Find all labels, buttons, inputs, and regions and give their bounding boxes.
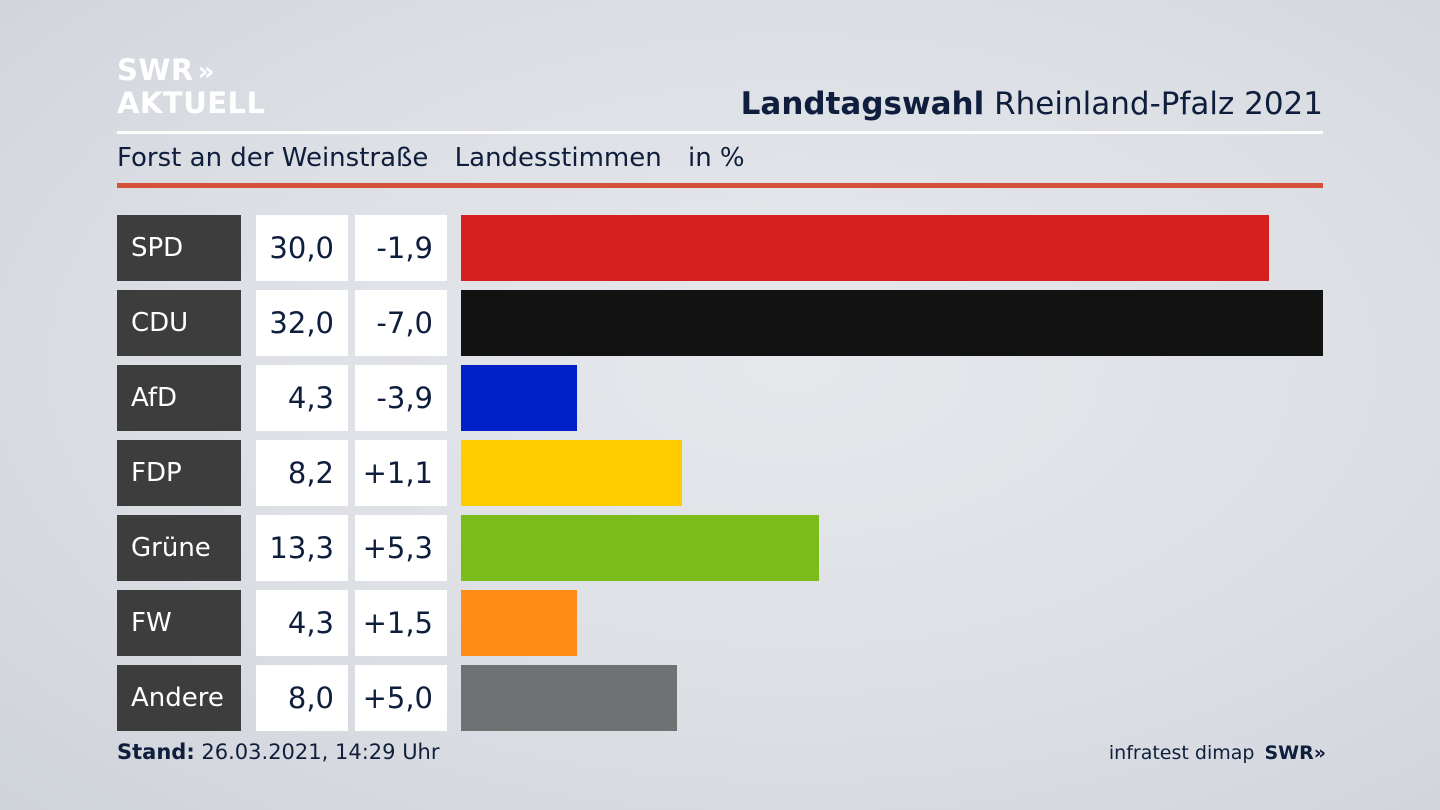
- bar: [461, 590, 577, 656]
- value-label: 8,2: [256, 440, 348, 506]
- timestamp: Stand: 26.03.2021, 14:29 Uhr: [117, 740, 440, 764]
- party-label: FDP: [117, 440, 241, 506]
- bar: [461, 290, 1323, 356]
- swr-aktuell-logo: SWR» AKTUELL: [117, 55, 266, 119]
- party-label: AfD: [117, 365, 241, 431]
- diff-label: -1,9: [355, 215, 447, 281]
- bar: [461, 365, 577, 431]
- logo-aktuell: AKTUELL: [117, 86, 266, 120]
- source-credit: infratest dimap SWR»: [1108, 742, 1326, 764]
- logo-arrows-icon: »: [197, 57, 215, 87]
- page-title: Landtagswahl Rheinland-Pfalz 2021: [741, 86, 1323, 122]
- party-label: SPD: [117, 215, 241, 281]
- stand-value: 26.03.2021, 14:29 Uhr: [201, 740, 440, 764]
- value-label: 4,3: [256, 365, 348, 431]
- bar-row: AfD 4,3 -3,9: [117, 365, 1323, 431]
- bar: [461, 215, 1269, 281]
- bar: [461, 665, 677, 731]
- party-label: Andere: [117, 665, 241, 731]
- accent-divider: [117, 183, 1323, 188]
- bar-row: Andere 8,0 +5,0: [117, 665, 1323, 731]
- footer-swr-logo: SWR: [1264, 742, 1314, 764]
- bar-row: SPD 30,0 -1,9: [117, 215, 1323, 281]
- subheader-unit: in %: [687, 143, 745, 173]
- logo-swr: SWR: [117, 53, 194, 87]
- value-label: 4,3: [256, 590, 348, 656]
- title-rest: Rheinland-Pfalz 2021: [994, 86, 1323, 122]
- diff-label: +1,5: [355, 590, 447, 656]
- value-label: 32,0: [256, 290, 348, 356]
- bar: [461, 440, 682, 506]
- bar: [461, 515, 819, 581]
- subheader: Forst an der Weinstraße Landesstimmen in…: [117, 143, 763, 173]
- footer-arrows-icon: »: [1313, 742, 1326, 764]
- subheader-type: Landesstimmen: [454, 143, 662, 173]
- diff-label: +5,3: [355, 515, 447, 581]
- bar-row: FW 4,3 +1,5: [117, 590, 1323, 656]
- diff-label: -3,9: [355, 365, 447, 431]
- bar-row: Grüne 13,3 +5,3: [117, 515, 1323, 581]
- bar-row: FDP 8,2 +1,1: [117, 440, 1323, 506]
- party-label: FW: [117, 590, 241, 656]
- value-label: 30,0: [256, 215, 348, 281]
- diff-label: +1,1: [355, 440, 447, 506]
- diff-label: -7,0: [355, 290, 447, 356]
- title-bold: Landtagswahl: [740, 86, 985, 122]
- value-label: 8,0: [256, 665, 348, 731]
- header-divider: [117, 131, 1323, 134]
- diff-label: +5,0: [355, 665, 447, 731]
- bar-row: CDU 32,0 -7,0: [117, 290, 1323, 356]
- party-label: CDU: [117, 290, 241, 356]
- source-name: infratest dimap: [1108, 742, 1255, 764]
- subheader-location: Forst an der Weinstraße: [117, 143, 429, 173]
- stand-label: Stand:: [117, 740, 195, 764]
- value-label: 13,3: [256, 515, 348, 581]
- party-label: Grüne: [117, 515, 241, 581]
